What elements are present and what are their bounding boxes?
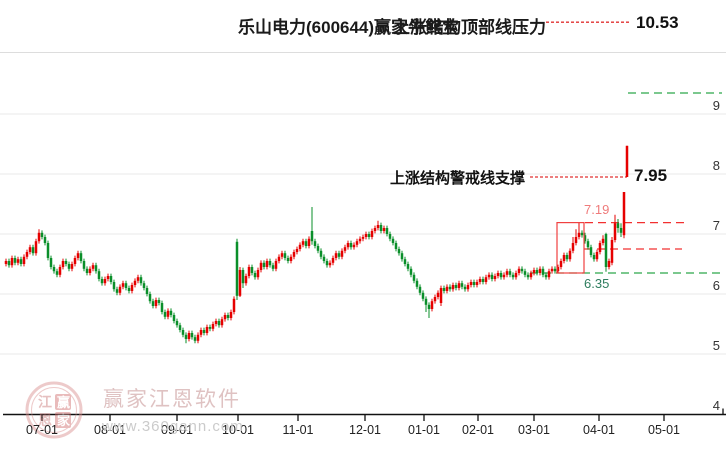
logo-char-3: 恩 xyxy=(38,412,52,428)
x-axis-label: 04-01 xyxy=(583,423,615,437)
x-axis-label: 10-01 xyxy=(222,423,254,437)
chart-title: 乐山电力(600644)赢家牛熊宝 xyxy=(238,18,460,37)
y-axis-label: 4 xyxy=(712,398,720,413)
y-axis-label: 9 xyxy=(712,98,720,113)
pressure-line-value: 10.53 xyxy=(636,13,679,32)
y-axis-label: 7 xyxy=(712,218,720,233)
x-axis-label: 02-01 xyxy=(462,423,494,437)
x-axis-label: 09-01 xyxy=(161,423,193,437)
structure-box xyxy=(556,222,585,274)
logo-char-4: 家 xyxy=(57,413,71,428)
watermark-url-text: www.360gann.com xyxy=(102,418,244,435)
x-axis-label: 01-01 xyxy=(408,423,440,437)
y-axis-label: 5 xyxy=(712,338,720,353)
x-axis-label: 11-01 xyxy=(282,423,314,437)
x-axis xyxy=(3,408,726,421)
x-axis-label: 12-01 xyxy=(349,423,381,437)
support-line-value: 7.95 xyxy=(634,166,668,185)
gridlines xyxy=(0,113,726,355)
box-high-price-label: 7.19 xyxy=(584,202,610,217)
y-axis-label: 8 xyxy=(712,158,720,173)
watermark-logo: 江赢恩家 xyxy=(25,381,83,439)
logo-char-2: 赢 xyxy=(57,395,70,410)
y-axis-label: 6 xyxy=(712,278,720,293)
x-axis-label: 03-01 xyxy=(518,423,550,437)
x-axis-label: 08-01 xyxy=(94,423,126,437)
pressure-line-label: 上涨结构顶部线压力 xyxy=(393,18,546,37)
logo-char-1: 江 xyxy=(38,394,52,410)
support-line-label: 上涨结构警戒线支撑 xyxy=(390,170,526,187)
x-axis-label: 07-01 xyxy=(26,423,58,437)
candles xyxy=(4,145,629,344)
x-axis-label: 05-01 xyxy=(648,423,680,437)
watermark-brand-text: 赢家江恩软件 xyxy=(103,388,241,411)
box-low-price-label: 6.35 xyxy=(584,276,610,291)
